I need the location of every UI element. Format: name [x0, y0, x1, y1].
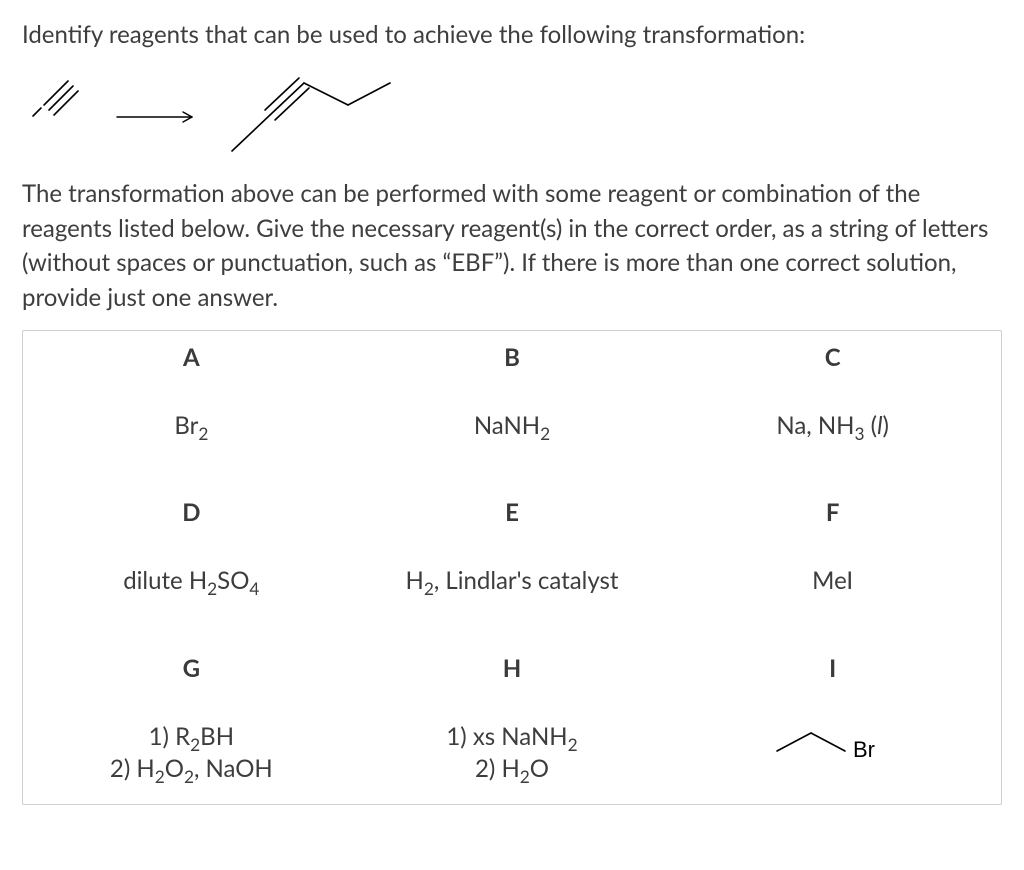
reagent-formula: Na, NH3 (l)	[776, 410, 889, 442]
reagent-key: C	[825, 343, 841, 372]
reagent-formula: H2, Lindlar's catalyst	[405, 565, 618, 597]
reagent-cell-F: F MeI	[672, 498, 993, 597]
reagent-key: B	[504, 343, 520, 372]
explanation-text: The transformation above can be performe…	[22, 177, 1002, 316]
reaction-scheme	[22, 63, 1002, 163]
reagent-cell-A: A Br2	[31, 343, 352, 442]
svg-text:Br: Br	[853, 737, 875, 762]
reagent-key: E	[505, 498, 519, 527]
reagent-cell-D: D dilute H2SO4	[31, 498, 352, 597]
reagent-formula: 1) R2BH2) H2O2, NaOH	[110, 721, 273, 786]
reaction-svg	[22, 63, 422, 163]
reagent-formula: Br	[763, 721, 903, 767]
reagent-formula: NaNH2	[474, 410, 550, 442]
reagent-cell-B: B NaNH2	[352, 343, 673, 442]
reagent-formula: dilute H2SO4	[123, 565, 259, 597]
reagent-cell-E: E H2, Lindlar's catalyst	[352, 498, 673, 597]
reagent-key: G	[183, 654, 200, 683]
reagent-cell-I: I Br	[672, 654, 993, 767]
reagent-table: A Br2 B NaNH2 C Na, NH3 (l) D dilute H2S…	[22, 330, 1002, 805]
reagent-cell-H: H 1) xs NaNH22) H2O	[352, 654, 673, 786]
propyl-bromide-icon: Br	[763, 721, 903, 767]
reagent-key: H	[503, 654, 522, 683]
reagent-grid: A Br2 B NaNH2 C Na, NH3 (l) D dilute H2S…	[31, 343, 993, 786]
question-page: Identify reagents that can be used to ac…	[0, 0, 1024, 825]
reagent-key: D	[182, 498, 200, 527]
reagent-key: A	[183, 343, 200, 372]
reagent-cell-C: C Na, NH3 (l)	[672, 343, 993, 442]
reagent-formula: 1) xs NaNH22) H2O	[446, 721, 577, 786]
question-text: Identify reagents that can be used to ac…	[22, 18, 1002, 53]
reagent-cell-G: G 1) R2BH2) H2O2, NaOH	[31, 654, 352, 786]
reagent-key: I	[829, 654, 836, 683]
reagent-formula: MeI	[812, 565, 853, 597]
reagent-key: F	[826, 498, 840, 527]
reagent-formula: Br2	[174, 410, 208, 442]
